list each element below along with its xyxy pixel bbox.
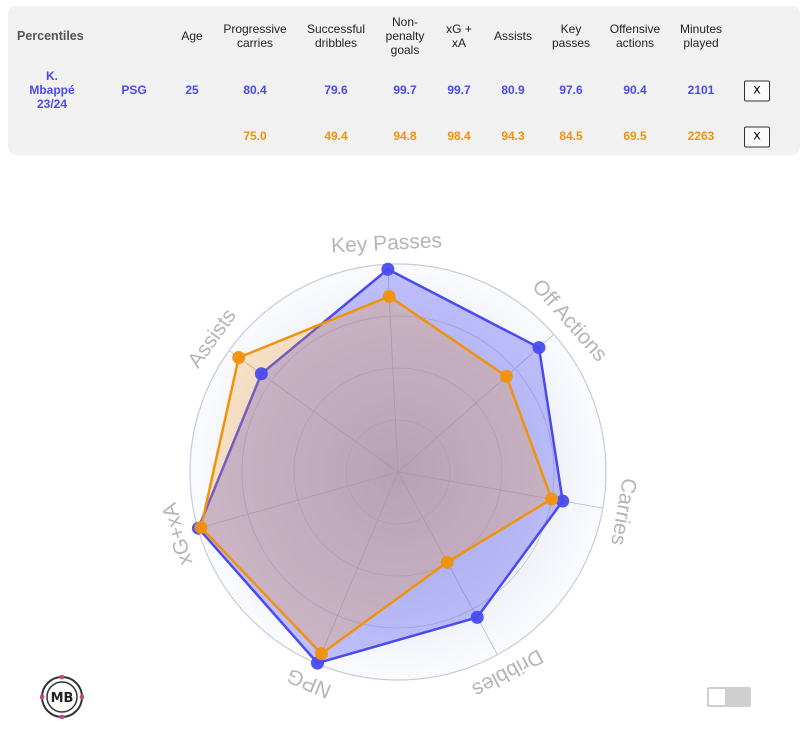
row2-offensive-actions: 69.5 [623, 129, 647, 143]
row2-successful-dribbles: 49.4 [324, 129, 348, 143]
header-minutes-played: Minutes played [680, 22, 722, 50]
player-name-line: Mbappé [29, 83, 75, 97]
header-line: Key [560, 22, 582, 36]
radar-point-s1-assists [254, 367, 268, 381]
radar-gridline-4 [189, 263, 607, 681]
header-progressive-carries: Progressive carries [223, 22, 286, 50]
header-successful-dribbles: Successful dribbles [307, 22, 365, 50]
toggle-knob [709, 689, 725, 705]
row1-assists: 80.9 [501, 83, 525, 97]
row1-non-penalty-goals: 99.7 [393, 83, 417, 97]
header-line: xA [451, 36, 466, 50]
radar-point-s1-dribbles [470, 610, 484, 624]
percentiles-table: Percentiles Age Progressive carries Succ… [8, 6, 800, 155]
row1-player: K. Mbappé 23/24 [29, 69, 74, 111]
remove-row2-button[interactable]: x [744, 126, 770, 148]
row1-xg-xa: 99.7 [447, 83, 471, 97]
header-line: Offensive [609, 22, 661, 36]
header-line: played [683, 36, 719, 50]
radar-point-s1-off-actions [532, 341, 546, 355]
radar-point-s1-key-passes [381, 262, 395, 276]
row2-xg-xa: 98.4 [447, 129, 471, 143]
radar-point-s2-npg [314, 647, 328, 661]
player-season-line: 23/24 [36, 97, 68, 111]
header-line: dribbles [314, 36, 358, 50]
header-key-passes: Key passes [552, 22, 590, 50]
radar-point-s2-off-actions [499, 369, 513, 383]
radar-point-s2-xg-xa [194, 520, 208, 534]
header-line: penalty [385, 29, 425, 43]
header-line: goals [390, 43, 420, 57]
header-line: carries [236, 36, 274, 50]
row1-age: 25 [185, 83, 199, 97]
radar-gridline-2 [293, 367, 503, 577]
header-age: Age [181, 29, 203, 43]
player-name-line: K. [46, 69, 58, 83]
axis-label-xg-xa: xG+xA [158, 500, 197, 567]
row2-progressive-carries: 75.0 [243, 129, 267, 143]
logo-text: MB [51, 691, 74, 706]
theme-toggle[interactable] [707, 687, 751, 707]
remove-row1-button[interactable]: x [744, 80, 770, 102]
axis-label-npg: NPG [284, 664, 335, 703]
radar-point-s2-key-passes [382, 289, 396, 303]
row1-offensive-actions: 90.4 [623, 83, 647, 97]
row2-assists: 94.3 [501, 129, 525, 143]
axis-label-carries: Carries [606, 476, 640, 547]
header-line: actions [615, 36, 655, 50]
radar-axis-line [397, 334, 555, 473]
row1-key-passes: 97.6 [559, 83, 583, 97]
header-line: Successful [306, 22, 366, 36]
axis-label-key-passes: Key Passes [331, 229, 443, 258]
header-assists: Assists [493, 29, 533, 43]
row1-successful-dribbles: 79.6 [324, 83, 348, 97]
mb-logo-icon: MB [40, 675, 84, 719]
radar-point-s2-assists [232, 351, 246, 365]
radar-axis-line [197, 471, 399, 529]
radar-series-2-area [199, 295, 553, 655]
radar-point-s2-carries [545, 492, 559, 506]
radar-series-1-area [197, 267, 564, 665]
row2-non-penalty-goals: 94.8 [393, 129, 417, 143]
radar-point-s2-dribbles [440, 555, 454, 569]
radar-gridline-3 [241, 315, 555, 629]
header-line: Minutes [679, 22, 723, 36]
row1-progressive-carries: 80.4 [243, 83, 267, 97]
header-percentiles: Percentiles [17, 29, 84, 43]
header-line: passes [551, 36, 591, 50]
row2-key-passes: 84.5 [559, 129, 583, 143]
radar-point-s1-carries [556, 494, 570, 508]
row1-minutes-played: 2101 [687, 83, 715, 97]
header-line: Non- [391, 15, 419, 29]
header-line: xG + [446, 22, 472, 36]
radar-axis-line [316, 471, 399, 664]
header-non-penalty-goals: Non- penalty goals [386, 15, 425, 57]
header-offensive-actions: Offensive actions [610, 22, 660, 50]
header-line: Progressive [223, 22, 287, 36]
header-xg-xa: xG + xA [446, 22, 472, 50]
row2-minutes-played: 2263 [687, 129, 715, 143]
radar-gridline-1 [345, 419, 451, 525]
row1-team: PSG [121, 83, 147, 97]
